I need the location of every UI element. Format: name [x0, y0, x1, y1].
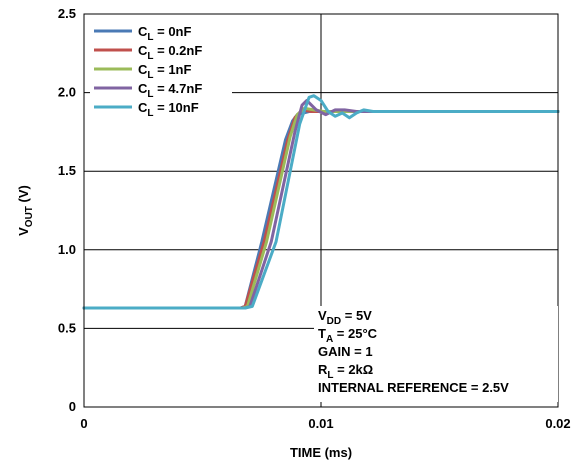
legend-label-3: CL = 4.7nF: [138, 81, 202, 100]
x-tick-label: 0.02: [545, 416, 570, 431]
annotation-line-0: VDD = 5V: [318, 308, 372, 327]
x-tick-label: 0: [80, 416, 87, 431]
annotation-line-4: INTERNAL REFERENCE = 2.5V: [318, 380, 509, 395]
x-tick-labels: 0 0.01 0.02: [80, 416, 570, 431]
y-tick-label: 2.5: [58, 6, 76, 21]
annotation-box: [314, 306, 558, 402]
series-line-4: [82, 94, 560, 310]
legend-label-0: CL = 0nF: [138, 24, 191, 43]
series-lines: [82, 94, 560, 310]
y-tick-label: 0.5: [58, 320, 76, 335]
y-tick-label: 2.0: [58, 85, 76, 100]
y-tick-labels: 0 0.5 1.0 1.5 2.0 2.5: [58, 6, 76, 414]
annotation-line-2: GAIN = 1: [318, 344, 373, 359]
annotation-line-3: RL = 2kΩ: [318, 362, 373, 381]
y-tick-label: 1.0: [58, 242, 76, 257]
y-axis-title-sub: OUT: [24, 206, 35, 227]
legend-label-2: CL = 1nF: [138, 62, 191, 81]
y-axis-title-suffix: (V): [16, 185, 31, 206]
plot-frame: [83, 13, 559, 408]
y-axis-title: VOUT (V): [16, 185, 35, 236]
annotation-line-1: TA = 25°C: [318, 326, 378, 345]
series-line-3: [82, 99, 560, 310]
y-tick-label: 0: [69, 399, 76, 414]
legend-label-4: CL = 10nF: [138, 100, 199, 119]
legend-label-1: CL = 0.2nF: [138, 43, 202, 62]
y-tick-label: 1.5: [58, 163, 76, 178]
y-axis-title-base: V: [16, 227, 31, 236]
x-tick-label: 0.01: [308, 416, 333, 431]
x-axis-title: TIME (ms): [290, 445, 352, 460]
